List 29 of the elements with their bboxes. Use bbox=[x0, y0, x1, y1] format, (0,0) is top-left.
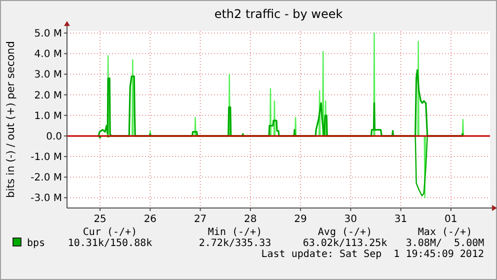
x-tick-label: 28 bbox=[244, 214, 257, 225]
x-tick-label: 27 bbox=[194, 214, 207, 225]
text: Avg (-/+) bbox=[318, 227, 372, 238]
y-tick-label: 4.0 M bbox=[34, 49, 62, 60]
chart-title: eth2 traffic - by week bbox=[214, 7, 343, 21]
y-axis-title: bits in (-) / out (+) per second bbox=[5, 41, 17, 198]
y-tick-label: 1.0 M bbox=[34, 110, 62, 122]
x-tick-label: 31 bbox=[394, 214, 408, 225]
text: 2.72k/335.33 bbox=[198, 238, 272, 249]
x-tick-label: 29 bbox=[294, 214, 307, 225]
y-tick-label: -1.0 M bbox=[30, 152, 62, 164]
y-tick-label: 2.0 M bbox=[34, 90, 62, 102]
text: Min (-/+) bbox=[208, 227, 262, 238]
y-tick-label: 3.0 M bbox=[34, 70, 62, 81]
text: Max (-/+) bbox=[418, 227, 472, 238]
y-tick-label: -3.0 M bbox=[30, 193, 62, 204]
text: 3.08M/ 5.00M bbox=[406, 238, 484, 249]
x-tick-label: 30 bbox=[344, 214, 358, 225]
text: Last update: Sat Sep 1 19:45:09 2012 bbox=[261, 249, 484, 260]
legend-label: bps bbox=[27, 238, 46, 249]
y-tick-label: 5.0 M bbox=[34, 28, 62, 40]
text: 10.31k/150.88k bbox=[68, 238, 152, 249]
text: Cur (-/+) bbox=[82, 227, 138, 238]
y-tick-label: 0.0 bbox=[46, 131, 62, 142]
text: 63.02k/113.25k bbox=[302, 238, 388, 249]
y-tick-label: -2.0 M bbox=[30, 172, 62, 184]
x-tick-label: 25 bbox=[94, 214, 106, 225]
x-tick-label: 01 bbox=[444, 214, 458, 225]
x-tick-label: 26 bbox=[144, 214, 157, 225]
